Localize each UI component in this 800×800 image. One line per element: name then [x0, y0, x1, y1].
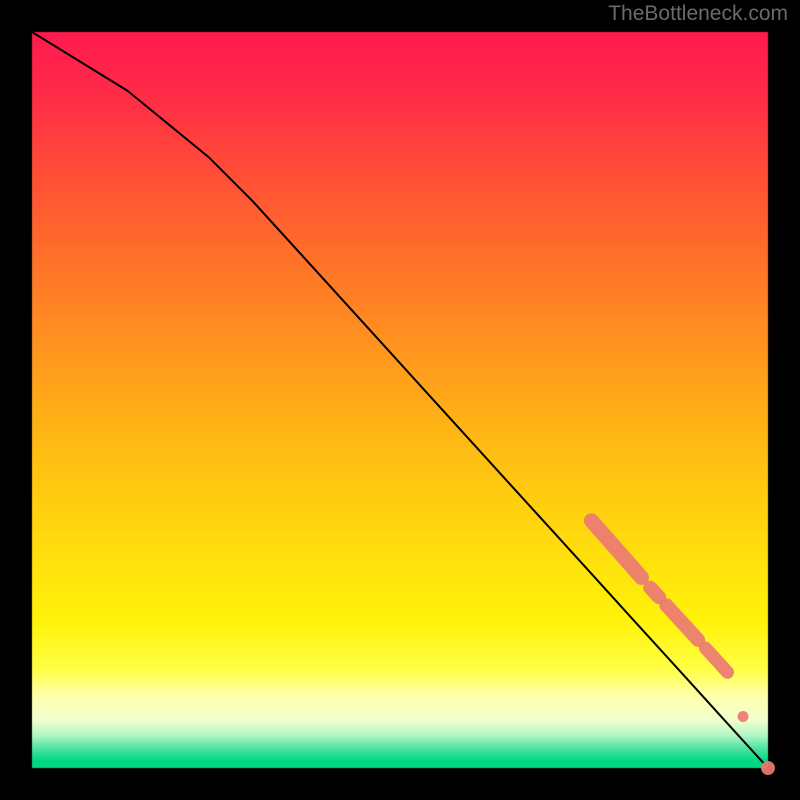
bottleneck-curve — [32, 32, 768, 768]
marker-segment — [591, 521, 641, 578]
chart-root: TheBottleneck.com — [0, 0, 800, 800]
marker-segment — [705, 648, 727, 672]
marker-segment — [650, 588, 659, 598]
marker-point — [738, 711, 749, 722]
watermark-text: TheBottleneck.com — [608, 2, 788, 26]
marker-segment — [666, 605, 698, 640]
plot-overlay — [0, 0, 800, 800]
marker-point — [761, 761, 775, 775]
